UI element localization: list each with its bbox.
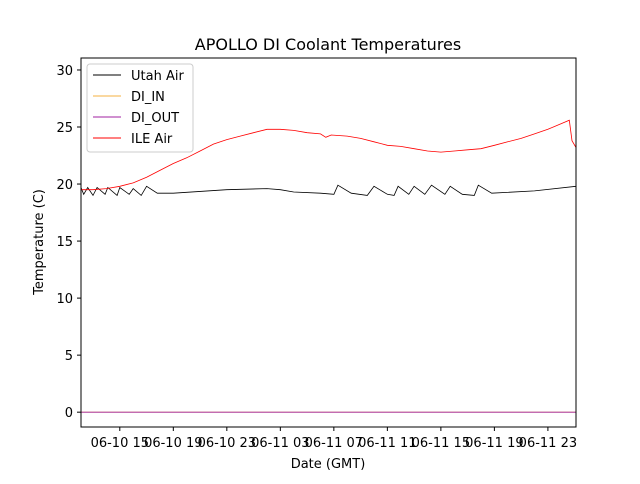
legend-label: DI_IN <box>131 90 165 105</box>
y-tick-label: 5 <box>65 349 73 364</box>
x-tick-label: 06-11 07 <box>305 436 363 451</box>
y-tick-label: 30 <box>56 64 73 79</box>
x-tick-label: 06-10 23 <box>198 436 256 451</box>
series-line-ile-air <box>81 119 576 191</box>
x-tick-label: 06-11 11 <box>358 436 416 451</box>
legend-label: DI_OUT <box>131 111 179 126</box>
x-tick-label: 06-11 19 <box>465 436 523 451</box>
x-tick-label: 06-11 15 <box>412 436 470 451</box>
y-tick-label: 0 <box>65 406 73 421</box>
y-tick-label: 25 <box>56 121 73 136</box>
y-axis: 0 5 10 15 20 25 30 <box>56 64 81 421</box>
x-tick-label: 06-10 15 <box>91 436 149 451</box>
x-axis-label: Date (GMT) <box>291 457 366 472</box>
legend-label: ILE Air <box>131 132 173 147</box>
y-tick-label: 20 <box>56 178 73 193</box>
plot-frame <box>80 57 577 428</box>
y-tick-label: 10 <box>56 292 73 307</box>
series-layer <box>81 119 576 413</box>
y-axis-label: Temperature (C) <box>32 189 47 296</box>
series-line-utah-air <box>81 184 576 197</box>
chart-title: APOLLO DI Coolant Temperatures <box>195 35 461 54</box>
legend-box <box>86 63 194 153</box>
legend-label: Utah Air <box>131 69 184 84</box>
y-tick-label: 15 <box>56 235 73 250</box>
x-tick-label: 06-11 03 <box>251 436 309 451</box>
x-tick-label: 06-10 19 <box>144 436 202 451</box>
legend: Utah Air DI_IN DI_OUT ILE Air <box>86 63 194 153</box>
x-tick-label: 06-11 23 <box>519 436 577 451</box>
